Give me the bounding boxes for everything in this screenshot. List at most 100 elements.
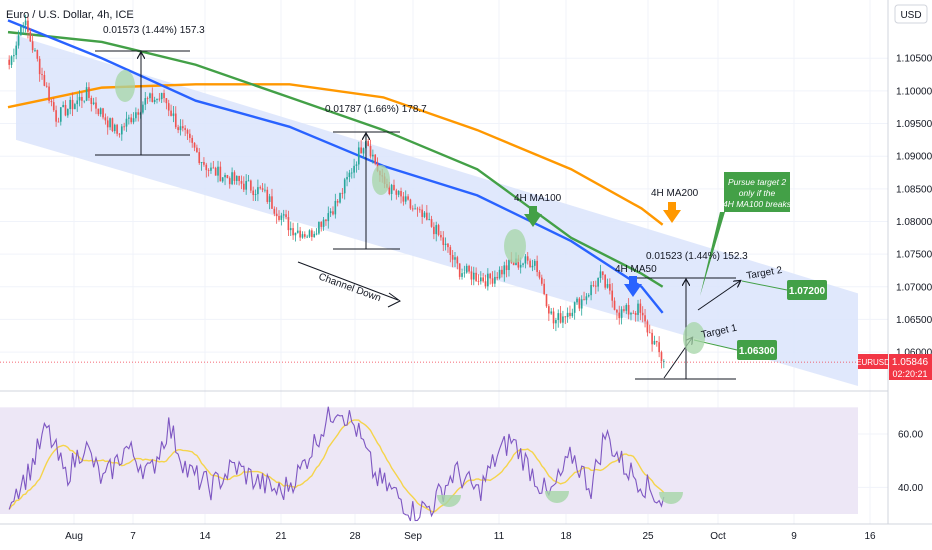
candle-body: [529, 260, 531, 268]
candle-body: [233, 172, 236, 181]
candle-body: [571, 312, 574, 317]
time-tick: 9: [791, 531, 797, 542]
highlight-circle-1: [115, 70, 135, 102]
candle-body: [409, 199, 412, 209]
candle-body: [458, 263, 461, 277]
candle-body: [343, 179, 346, 194]
candle-body: [13, 55, 15, 57]
candle-body: [393, 184, 395, 191]
candle-body: [411, 208, 414, 210]
price-axis[interactable]: 1.10500 1.10000 1.09500 1.09000 1.08500 1.080…: [896, 54, 932, 359]
candle-body: [341, 193, 344, 194]
candle-body: [440, 234, 442, 238]
candle-body: [369, 145, 372, 157]
rsi-axis[interactable]: 60.00 40.00: [898, 430, 923, 494]
candle-body: [29, 31, 32, 42]
candle-body: [163, 92, 165, 99]
candle-body: [616, 309, 618, 313]
candle-body: [498, 269, 501, 279]
price-tick: 1.07500: [896, 250, 932, 261]
candle-body: [479, 277, 482, 282]
candle-body: [451, 254, 454, 260]
candle-body: [388, 187, 391, 194]
candle-body: [240, 181, 243, 184]
channel-down: [16, 35, 858, 387]
candle-body: [10, 56, 13, 65]
rsi-tick: 60.00: [898, 430, 923, 441]
candle-body: [111, 118, 114, 132]
candle-body: [146, 98, 149, 99]
candle-body: [278, 216, 280, 220]
time-tick: 28: [349, 531, 361, 542]
candle-body: [404, 196, 407, 202]
candle-body: [259, 187, 262, 189]
candle-body: [512, 262, 515, 266]
candle-body: [205, 164, 208, 171]
candle-body: [313, 233, 316, 238]
candle-body: [186, 129, 189, 134]
candle-body: [167, 103, 170, 111]
candle-body: [580, 299, 583, 309]
time-axis[interactable]: Aug 7 14 21 28 Sep 11 18 25 Oct 9 16: [65, 531, 876, 542]
candle-body: [113, 124, 116, 132]
candle-body: [609, 284, 611, 291]
candle-body: [287, 217, 290, 231]
candle-body: [620, 309, 623, 319]
candle-body: [597, 278, 599, 287]
candle-body: [27, 20, 29, 32]
candle-body: [503, 265, 506, 275]
candle-body: [461, 273, 463, 277]
time-tick: Oct: [710, 531, 726, 542]
candle-body: [177, 127, 179, 131]
candle-body: [660, 352, 663, 362]
candle-body: [639, 303, 642, 313]
candle-body: [414, 208, 416, 210]
candle-body: [646, 321, 649, 333]
callout-line-1: Pursue target 2: [728, 177, 786, 187]
candle-body: [482, 277, 484, 282]
candle-body: [294, 232, 297, 236]
candle-body: [332, 211, 334, 215]
candle-body: [193, 142, 196, 148]
candle-body: [149, 93, 151, 99]
candle-body: [184, 128, 186, 130]
candle-body: [477, 280, 480, 282]
candle-body: [505, 265, 508, 270]
candle-body: [271, 196, 273, 209]
candle-body: [407, 196, 409, 200]
price-tick: 1.06000: [896, 348, 932, 359]
candle-body: [71, 99, 74, 110]
candle-body: [280, 215, 283, 220]
candle-body: [92, 102, 95, 105]
candle-body: [308, 230, 311, 237]
candle-body: [634, 313, 637, 315]
candle-body: [285, 214, 287, 218]
candle-body: [57, 121, 60, 123]
candle-body: [289, 228, 292, 231]
candle-body: [644, 315, 646, 322]
time-tick: 25: [642, 531, 654, 542]
currency-box[interactable]: [894, 4, 928, 24]
candle-body: [548, 306, 550, 314]
candle-body: [282, 214, 285, 216]
candle-body: [339, 193, 341, 203]
candle-body: [123, 126, 125, 128]
candle-body: [118, 133, 121, 135]
candle-body: [99, 108, 102, 115]
candle-body: [181, 126, 184, 129]
range1-label: 0.01573 (1.44%) 157.3: [103, 25, 205, 36]
candle-body: [266, 189, 269, 202]
price-tick: 1.09000: [896, 152, 932, 163]
candle-body: [304, 234, 306, 237]
candle-body: [611, 290, 614, 301]
candle-body: [219, 166, 222, 182]
candle-body: [172, 113, 175, 116]
candle-body: [261, 188, 264, 190]
target1-box: [737, 340, 777, 360]
candle-body: [484, 281, 487, 287]
candle-body: [45, 85, 48, 87]
candle-body: [125, 118, 128, 127]
candle-body: [268, 196, 271, 202]
candle-body: [658, 342, 660, 353]
